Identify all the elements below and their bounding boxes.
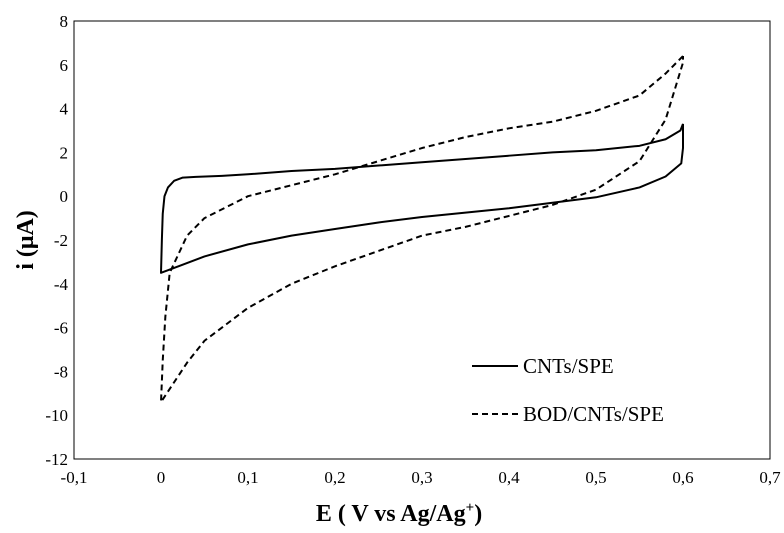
- y-tick-label: 4: [60, 100, 69, 119]
- legend-label-cnts-spe: CNTs/SPE: [523, 354, 614, 378]
- y-axis-tick-labels: -12 -10 -8 -6 -4 -2 0 2 4 6 8: [45, 12, 68, 469]
- x-axis-title: E ( V vs Ag/Ag+): [316, 500, 482, 527]
- plot-area-frame: [73, 20, 771, 460]
- x-axis-tick-labels: -0,1 0 0,1 0,2 0,3 0,4 0,5 0,6 0,7: [61, 468, 782, 487]
- legend: CNTs/SPE BOD/CNTs/SPE: [472, 354, 664, 426]
- y-tick-label: -2: [54, 231, 68, 250]
- y-tick-label: -10: [45, 406, 68, 425]
- legend-label-bod-cnts-spe: BOD/CNTs/SPE: [523, 402, 664, 426]
- x-tick-label: 0,3: [411, 468, 432, 487]
- y-tick-label: -4: [54, 275, 69, 294]
- y-tick-label: -12: [45, 450, 68, 469]
- series-line-bod-cnts-spe: [160, 55, 684, 404]
- y-tick-label: 8: [60, 12, 69, 31]
- y-tick-label: 2: [60, 143, 69, 162]
- x-tick-label: -0,1: [61, 468, 88, 487]
- y-tick-label: 0: [60, 187, 69, 206]
- x-tick-label: 0,4: [498, 468, 520, 487]
- y-axis-title: i (μA): [13, 210, 39, 270]
- x-tick-label: 0,1: [237, 468, 258, 487]
- series-layer: [160, 55, 684, 404]
- y-tick-label: -8: [54, 362, 68, 381]
- x-tick-label: 0,5: [585, 468, 606, 487]
- x-tick-label: 0,2: [324, 468, 345, 487]
- y-tick-label: -6: [54, 319, 68, 338]
- series-line-cnts-spe: [160, 123, 684, 274]
- y-tick-label: 6: [60, 56, 69, 75]
- x-tick-label: 0: [157, 468, 166, 487]
- x-tick-label: 0,7: [759, 468, 781, 487]
- x-tick-label: 0,6: [672, 468, 693, 487]
